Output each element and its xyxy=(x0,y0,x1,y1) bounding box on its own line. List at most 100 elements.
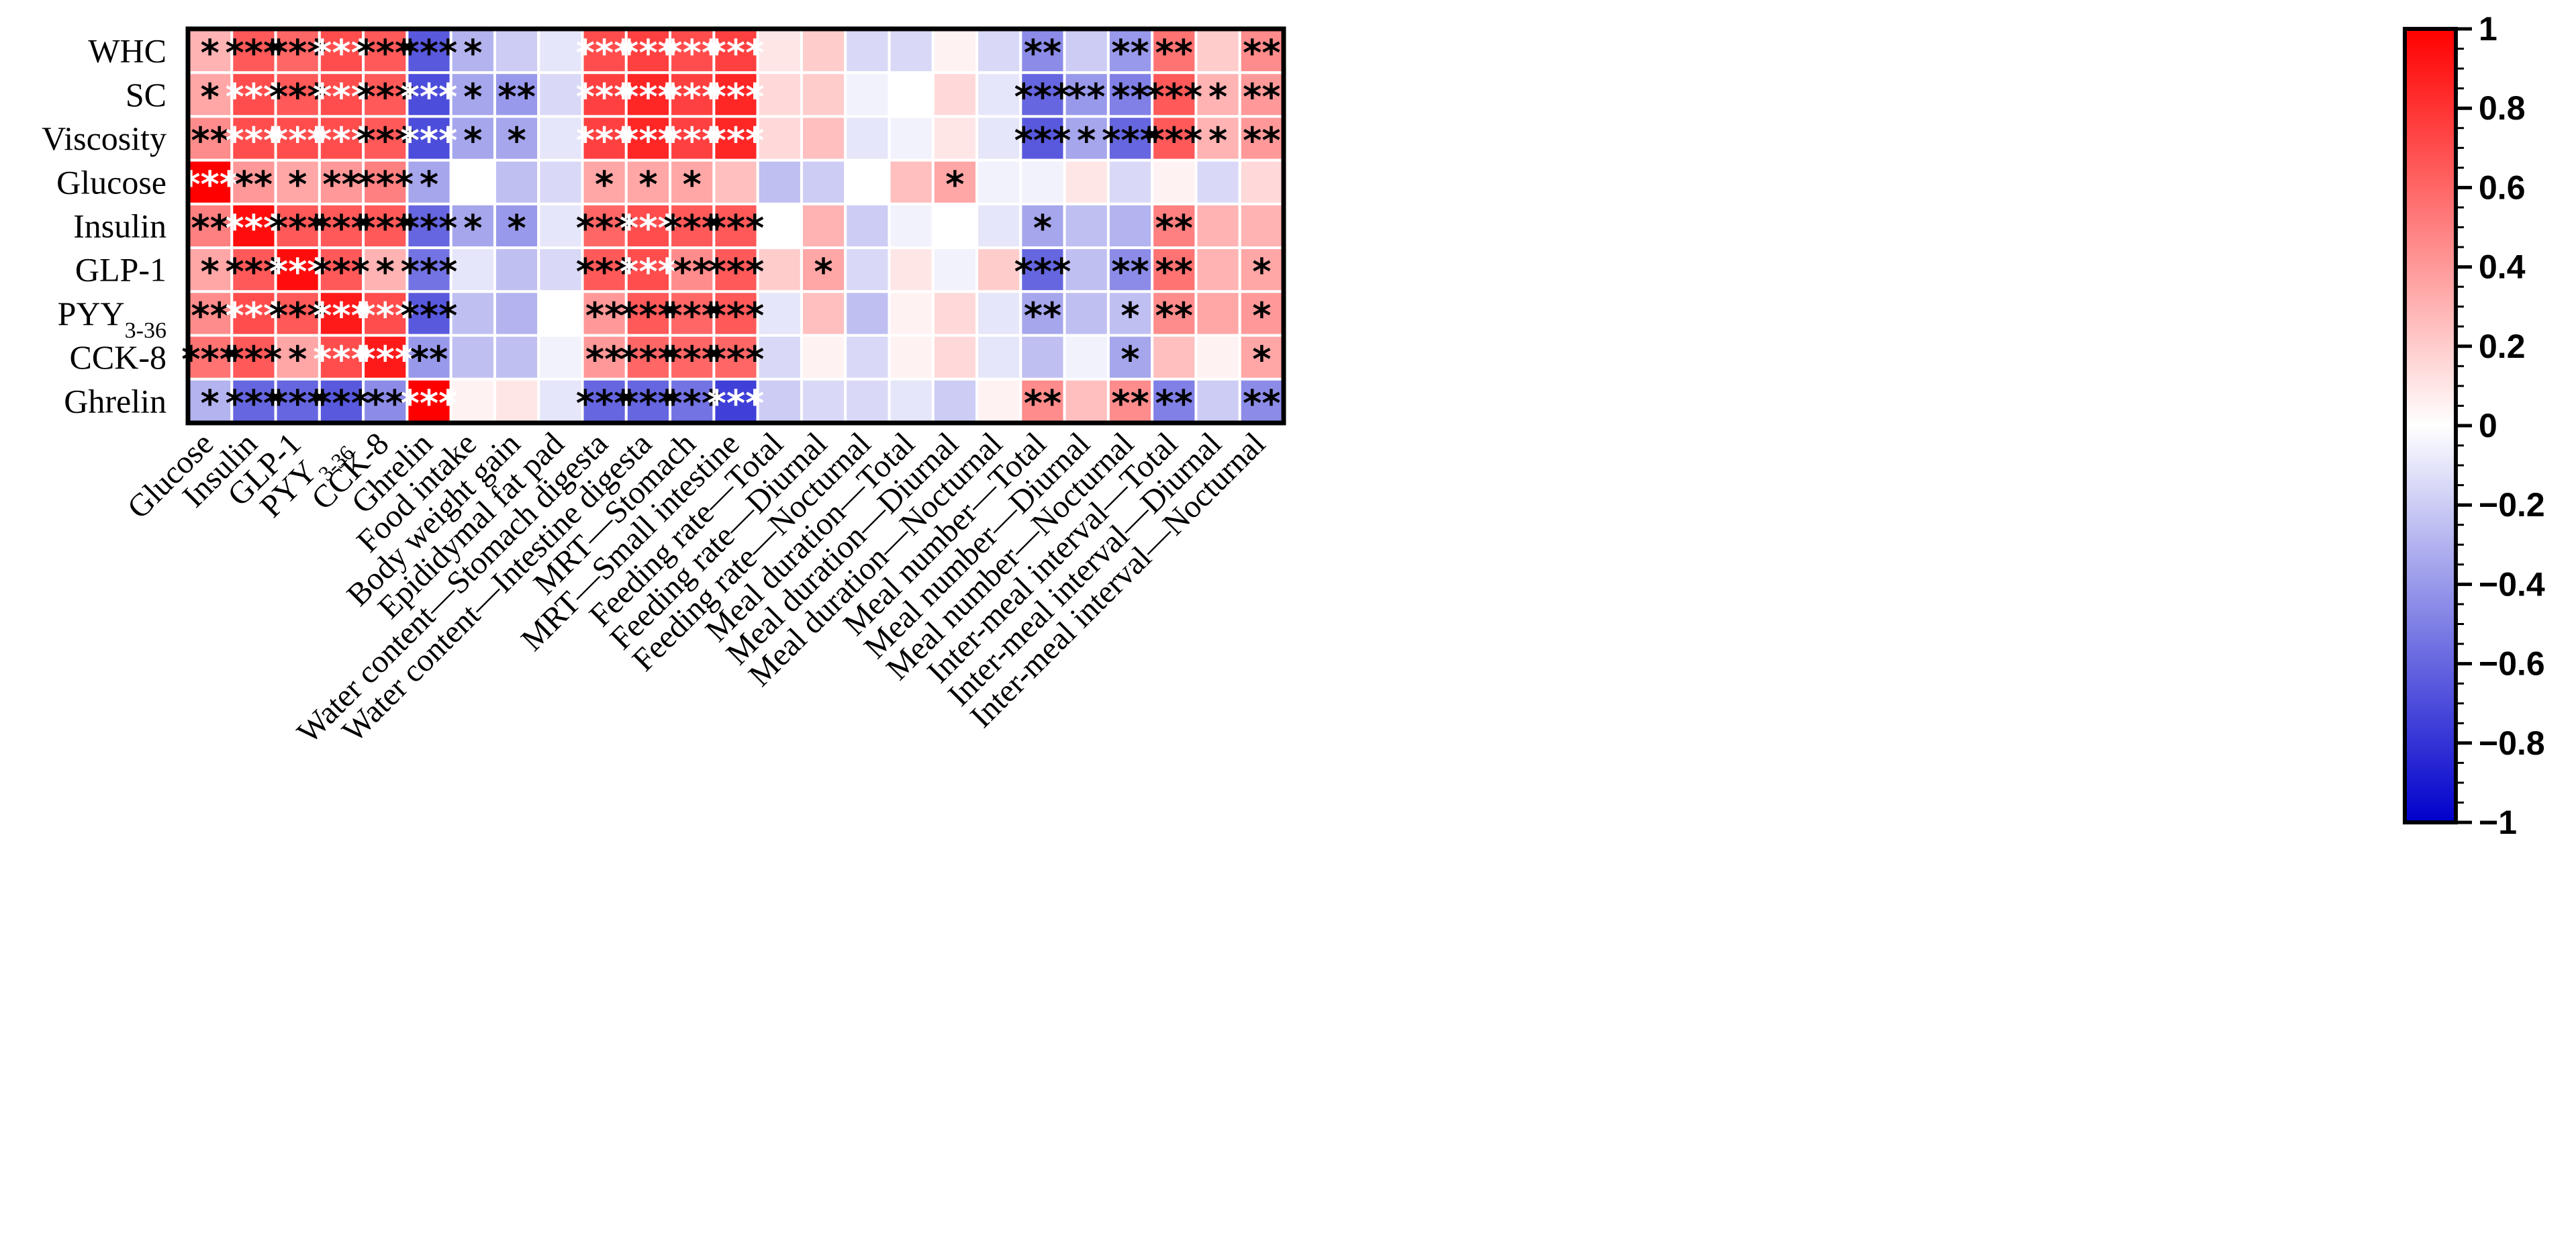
colorbar-tick-label: −0.4 xyxy=(2479,565,2545,603)
heatmap-cell xyxy=(844,202,891,250)
significance-marker: * xyxy=(945,163,964,205)
significance-marker: * xyxy=(1120,338,1139,381)
significance-marker: ** xyxy=(1155,207,1193,249)
significance-marker: *** xyxy=(708,32,765,75)
heatmap-cell xyxy=(1194,115,1241,162)
colorbar-tick-label: 0.8 xyxy=(2479,89,2526,127)
heatmap-cell xyxy=(888,115,935,162)
heatmap-cell xyxy=(888,158,935,205)
row-label: PYY3-36 xyxy=(58,295,166,343)
heatmap-cell xyxy=(318,202,365,250)
heatmap-cell xyxy=(975,202,1022,250)
significance-marker: *** xyxy=(401,251,458,293)
heatmap-cell xyxy=(1019,202,1066,250)
heatmap-cell xyxy=(1019,334,1066,381)
significance-marker: * xyxy=(595,163,614,205)
heatmap-cell xyxy=(1238,202,1285,250)
heatmap-cell xyxy=(449,290,496,337)
heatmap-cell xyxy=(669,334,716,381)
heatmap-cell xyxy=(1106,158,1154,205)
heatmap-cell xyxy=(230,158,277,205)
significance-marker: ** xyxy=(585,295,623,337)
heatmap-cell xyxy=(756,71,803,118)
heatmap-cell xyxy=(844,71,891,118)
colorbar-tick-label: −0.8 xyxy=(2479,724,2545,762)
heatmap-cell xyxy=(537,290,584,337)
significance-marker: *** xyxy=(620,382,677,424)
significance-marker: *** xyxy=(401,295,458,337)
significance-marker: ** xyxy=(191,207,228,249)
heatmap-cell xyxy=(931,202,979,250)
heatmap-cell xyxy=(1151,71,1198,118)
heatmap-cell xyxy=(800,202,847,250)
heatmap-cell xyxy=(1151,334,1198,381)
significance-marker: *** xyxy=(1102,119,1159,162)
significance-marker: * xyxy=(638,163,657,205)
significance-marker: * xyxy=(507,119,526,162)
heatmap-cell xyxy=(537,115,584,162)
heatmap-cell xyxy=(800,71,847,118)
heatmap-cell xyxy=(975,115,1022,162)
significance-marker: ** xyxy=(191,295,228,337)
heatmap-cell xyxy=(1019,246,1066,293)
significance-marker: * xyxy=(288,338,307,381)
significance-marker: *** xyxy=(226,338,283,381)
heatmap-cell xyxy=(1063,246,1110,293)
significance-marker: *** xyxy=(401,207,458,249)
significance-marker: *** xyxy=(576,76,633,118)
heatmap-cell xyxy=(931,115,979,162)
significance-marker: ** xyxy=(1111,382,1149,424)
significance-marker: *** xyxy=(269,207,326,249)
significance-marker: ** xyxy=(1155,295,1193,337)
significance-marker: * xyxy=(376,251,395,293)
heatmap-cell xyxy=(1106,377,1154,424)
heatmap-cell xyxy=(888,28,935,75)
significance-marker: *** xyxy=(663,119,720,162)
significance-marker: ** xyxy=(1024,32,1061,75)
significance-marker: *** xyxy=(269,382,326,424)
significance-marker: * xyxy=(463,76,482,118)
heatmap-cell xyxy=(537,334,584,381)
significance-marker: ** xyxy=(1111,32,1149,75)
heatmap-cell xyxy=(844,290,891,337)
heatmap-cell xyxy=(975,290,1022,337)
heatmap-cell xyxy=(318,158,365,205)
significance-marker: *** xyxy=(313,251,370,293)
heatmap-cell xyxy=(1194,158,1241,205)
heatmap-cell xyxy=(624,115,672,162)
heatmap-cell xyxy=(1063,202,1110,250)
significance-marker: *** xyxy=(620,295,677,337)
heatmap-cell xyxy=(449,334,496,381)
significance-marker: *** xyxy=(269,251,326,293)
heatmap-cell xyxy=(888,334,935,381)
significance-marker: * xyxy=(201,382,220,424)
row-label: Glucose xyxy=(56,163,166,201)
heatmap-cell xyxy=(1194,290,1241,337)
significance-marker: *** xyxy=(356,76,414,118)
heatmap-cell xyxy=(888,377,935,424)
heatmap-cell xyxy=(756,246,803,293)
colorbar-tick-label: 0.2 xyxy=(2479,328,2526,365)
heatmap-cell xyxy=(406,71,452,118)
heatmap-cell xyxy=(1063,158,1110,205)
significance-marker: * xyxy=(463,207,482,249)
heatmap-cell xyxy=(712,334,759,381)
row-label: CCK-8 xyxy=(70,338,166,376)
significance-marker: ** xyxy=(367,382,404,424)
heatmap-cell xyxy=(493,334,540,381)
significance-marker: ** xyxy=(673,251,710,293)
heatmap-cell xyxy=(931,28,979,75)
significance-marker: *** xyxy=(226,119,283,162)
heatmap-cell xyxy=(888,202,935,250)
row-labels: WHC SC Viscosity Glucose Insulin GLP-1 PYY3-36… xyxy=(42,32,166,420)
heatmap-cell xyxy=(449,246,496,293)
heatmap-cell xyxy=(756,115,803,162)
significance-marker: * xyxy=(201,76,220,118)
heatmap-cell xyxy=(931,334,979,381)
significance-marker: *** xyxy=(226,251,283,293)
row-label: SC xyxy=(126,76,166,113)
significance-marker: *** xyxy=(356,32,414,75)
heatmap-cell xyxy=(537,158,584,205)
heatmap-cell xyxy=(888,246,935,293)
